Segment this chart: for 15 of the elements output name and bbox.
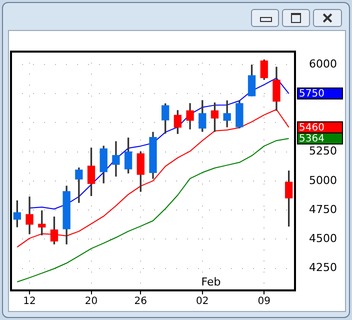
x-tick-label: 20	[84, 296, 98, 307]
y-tick-label: 6000	[309, 57, 337, 70]
x-tick-label: 12	[23, 296, 36, 307]
data-label: 5364	[299, 134, 324, 145]
y-tick-label: 4250	[309, 261, 337, 274]
data-label: 5460	[299, 122, 324, 134]
y-tick-label: 5250	[309, 144, 337, 158]
x-tick-label: 26	[134, 296, 148, 307]
y-tick-label: 5000	[309, 174, 337, 187]
x-tick-label: 09	[258, 296, 270, 307]
data-label: 5750	[299, 88, 324, 100]
y-tick-label: 4500	[309, 232, 337, 246]
y-tick-label: 4750	[309, 202, 337, 216]
x-tick-label: 02	[196, 296, 209, 307]
annotation: Feb	[201, 275, 221, 288]
